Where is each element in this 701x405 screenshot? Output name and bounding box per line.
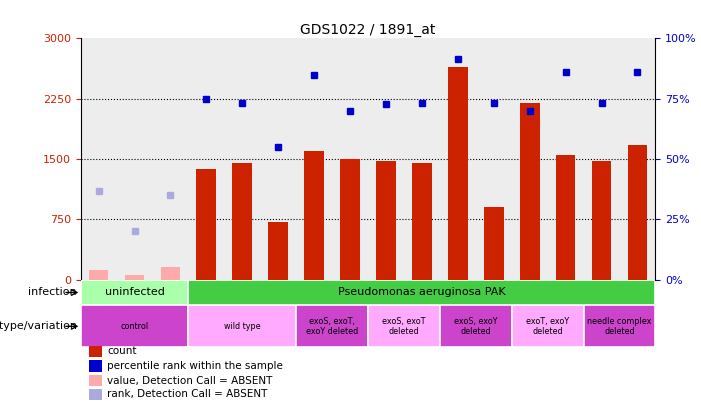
Text: exoS, exoY
deleted: exoS, exoY deleted [454, 317, 498, 336]
Bar [196, 168, 216, 279]
Bar [189, 279, 655, 305]
Bar [89, 345, 102, 357]
Bar [368, 38, 404, 279]
Bar [512, 305, 583, 347]
Bar [556, 155, 576, 279]
Text: percentile rank within the sample: percentile rank within the sample [107, 361, 283, 371]
Text: exoS, exoT
deleted: exoS, exoT deleted [382, 317, 426, 336]
Bar [584, 38, 620, 279]
Bar [584, 305, 655, 347]
Bar [368, 305, 440, 347]
Bar [476, 38, 512, 279]
Bar [233, 163, 252, 279]
Text: needle complex
deleted: needle complex deleted [587, 317, 652, 336]
Text: control: control [121, 322, 149, 331]
Text: exoS, exoT,
exoY deleted: exoS, exoT, exoY deleted [306, 317, 358, 336]
Bar [297, 38, 332, 279]
Bar [304, 151, 324, 279]
Bar [592, 161, 611, 279]
Bar [81, 305, 189, 347]
Bar [297, 305, 368, 347]
Bar [89, 360, 102, 372]
Text: rank, Detection Call = ABSENT: rank, Detection Call = ABSENT [107, 390, 268, 399]
Text: value, Detection Call = ABSENT: value, Detection Call = ABSENT [107, 375, 273, 386]
Bar [404, 38, 440, 279]
Bar [89, 270, 109, 279]
Text: infection: infection [29, 288, 77, 298]
Bar [440, 38, 476, 279]
Bar [620, 38, 655, 279]
Title: GDS1022 / 1891_at: GDS1022 / 1891_at [300, 23, 436, 37]
Bar [376, 162, 396, 279]
Bar [448, 66, 468, 279]
Bar [161, 267, 180, 279]
Bar [89, 375, 102, 386]
Bar [412, 163, 432, 279]
Text: uninfected: uninfected [104, 288, 165, 298]
Bar [440, 305, 512, 347]
Text: wild type: wild type [224, 322, 261, 331]
Bar [268, 222, 288, 279]
Bar [224, 38, 260, 279]
Text: genotype/variation: genotype/variation [0, 321, 77, 331]
Bar [89, 388, 102, 401]
Bar [81, 279, 189, 305]
Bar [189, 305, 297, 347]
Bar [512, 38, 547, 279]
Text: count: count [107, 347, 137, 356]
Text: Pseudomonas aeruginosa PAK: Pseudomonas aeruginosa PAK [338, 288, 505, 298]
Text: exoT, exoY
deleted: exoT, exoY deleted [526, 317, 569, 336]
Bar [81, 38, 116, 279]
Bar [116, 38, 153, 279]
Bar [332, 38, 368, 279]
Bar [547, 38, 584, 279]
Bar [520, 103, 540, 279]
Bar [340, 159, 360, 279]
Bar [189, 38, 224, 279]
Bar [260, 38, 297, 279]
Bar [153, 38, 189, 279]
Bar [484, 207, 503, 279]
Bar [627, 145, 647, 279]
Bar [125, 275, 144, 279]
